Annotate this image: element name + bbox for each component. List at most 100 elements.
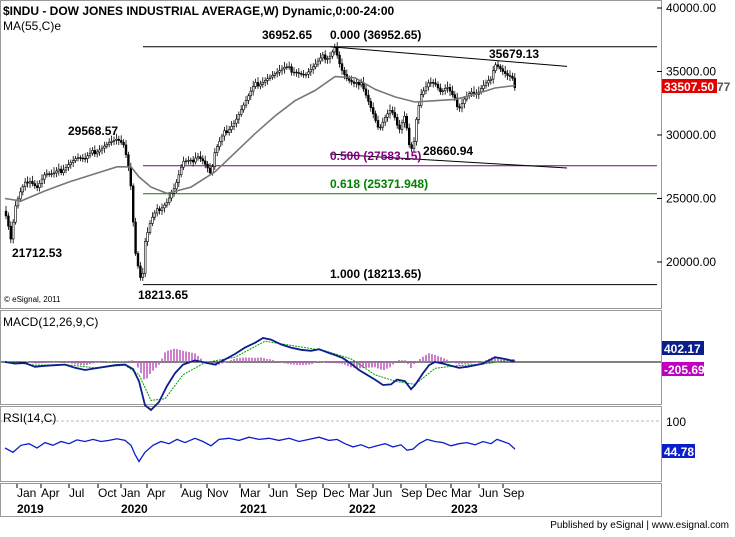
candle-body <box>369 101 372 108</box>
candle-body <box>398 124 401 130</box>
candle-body <box>357 82 360 86</box>
candle-body <box>314 63 317 68</box>
candle-body <box>108 142 111 145</box>
x-month-label: Jun <box>373 486 392 500</box>
candle-body <box>240 109 243 115</box>
fib-label-0: 0.000 (36952.65) <box>330 28 421 42</box>
candle-body <box>213 152 216 168</box>
candle-body <box>206 163 209 169</box>
candle-body <box>247 95 250 101</box>
candle-body <box>120 140 123 143</box>
candle-body <box>175 182 178 190</box>
candle-body <box>419 94 423 106</box>
x-month-label: Jun <box>269 486 288 500</box>
candle-body <box>160 207 164 211</box>
candle-body <box>374 113 377 121</box>
candle-body <box>434 82 437 85</box>
candle-body <box>415 119 418 142</box>
candle-body <box>79 157 82 159</box>
candle-body <box>110 141 113 143</box>
candle-body <box>182 161 185 168</box>
chart-title: $INDU - DOW JONES INDUSTRIAL AVERAGE,W) … <box>3 4 395 18</box>
annotation-low-2020: 18213.65 <box>138 288 188 302</box>
candle-body <box>491 70 495 80</box>
macd-value-box <box>662 341 704 355</box>
support-trendline <box>329 153 568 169</box>
candle-body <box>153 212 156 218</box>
macd-hist-value: -205.69 <box>664 363 705 377</box>
candle-body <box>311 66 315 70</box>
candle-body <box>256 82 260 87</box>
x-month-label: Jul <box>69 486 84 500</box>
candle-body <box>12 221 15 240</box>
x-month-label: Apr <box>41 486 60 500</box>
candle-body <box>168 197 171 203</box>
candle-body <box>443 88 447 92</box>
x-month-label: Jan <box>121 486 140 500</box>
candle-body <box>280 68 284 71</box>
candle-body <box>151 216 154 224</box>
fib-label-1000: 1.000 (18213.65) <box>330 267 421 281</box>
annotation-low-2019: 21712.53 <box>12 246 62 260</box>
price-tick-label: 30000.00 <box>666 128 716 142</box>
candle-body <box>201 158 204 162</box>
candle-body <box>328 55 332 59</box>
candle-body <box>144 241 147 274</box>
time-axis-panel <box>0 483 662 517</box>
candle-body <box>139 265 142 278</box>
candle-body <box>407 127 411 146</box>
candle-body <box>405 116 408 129</box>
candle-body <box>386 113 389 118</box>
rsi-tick-100: 100 <box>666 415 686 429</box>
candle-body <box>503 71 507 74</box>
candle-body <box>40 178 44 184</box>
candle-body <box>228 129 231 133</box>
ma-55-line <box>4 75 516 202</box>
candle-body <box>199 156 202 160</box>
x-month-label: Dec <box>426 486 447 500</box>
candle-body <box>194 157 197 163</box>
candle-body <box>98 149 101 153</box>
candle-body <box>230 126 233 130</box>
candle-body <box>273 73 276 76</box>
candle-body <box>136 253 140 267</box>
candle-body <box>96 151 99 155</box>
candle-body <box>417 105 420 120</box>
candle-body <box>343 70 346 75</box>
x-month-label: Sep <box>401 486 423 500</box>
candle-body <box>470 91 473 94</box>
candle-body <box>244 100 248 106</box>
candle-body <box>232 122 236 127</box>
x-month-label: Jun <box>479 486 498 500</box>
candle-body <box>204 160 207 165</box>
candle-body <box>355 82 358 84</box>
candle-body <box>7 215 10 227</box>
candle-body <box>237 114 240 120</box>
candle-body <box>427 82 430 88</box>
ma-label: MA(55,C)e <box>3 19 61 33</box>
candle-body <box>47 173 51 175</box>
candle-body <box>50 173 53 175</box>
candle-body <box>28 181 32 184</box>
candle-body <box>146 232 149 242</box>
x-year-label: 2020 <box>121 502 148 516</box>
candle-body <box>38 183 41 188</box>
candle-body <box>91 150 94 154</box>
candle-body <box>458 106 461 109</box>
x-month-label: Sep <box>503 486 525 500</box>
candle-body <box>275 71 279 75</box>
annotation-low-2022: 28660.94 <box>423 144 473 158</box>
candle-body <box>208 167 212 174</box>
candle-body <box>225 130 228 133</box>
rsi-value-box <box>662 444 695 458</box>
candle-body <box>381 121 384 128</box>
price-tick-label: 25000.00 <box>666 192 716 206</box>
x-month-label: Jan <box>17 486 36 500</box>
x-month-label: Mar <box>349 486 370 500</box>
candle-body <box>513 77 517 89</box>
candle-body <box>484 82 488 86</box>
candle-body <box>379 126 382 129</box>
macd-signal-box <box>662 362 704 376</box>
annotation-high-2020: 29568.57 <box>68 124 118 138</box>
